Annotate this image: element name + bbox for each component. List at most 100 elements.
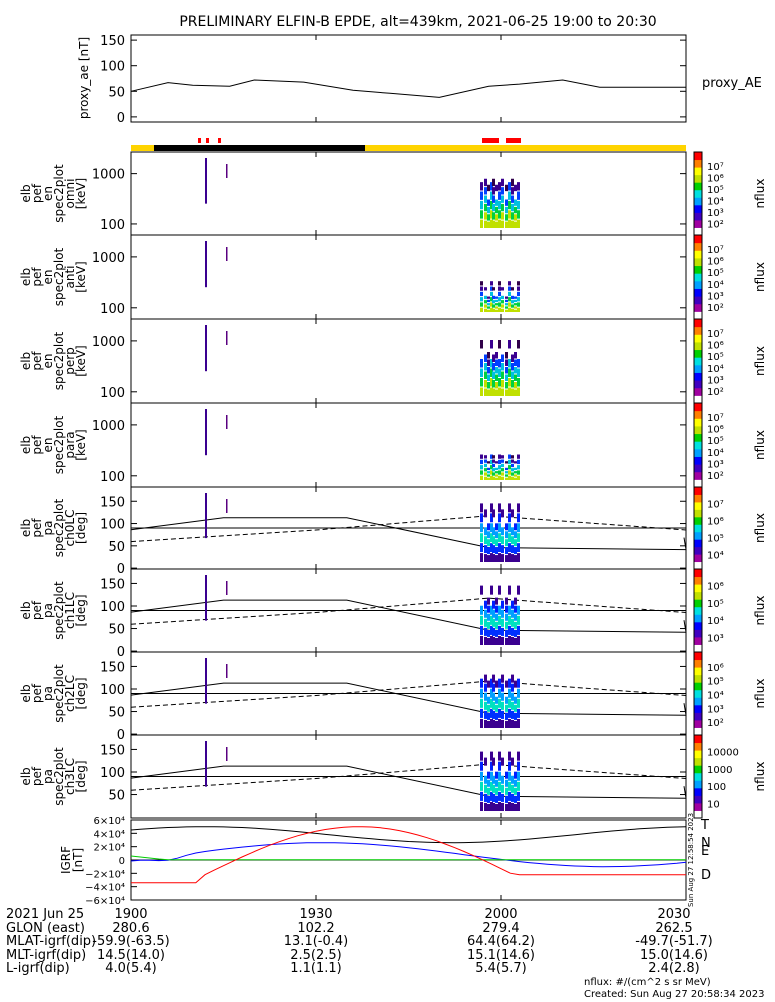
spectrogram-cell [498,200,501,210]
panel-ylabel-line: pa [41,686,55,701]
colorbar-tick-label: 10² [707,387,724,398]
spectrogram-cell [492,388,495,396]
spectrogram-cell [495,367,498,374]
colorbar-swatch [694,516,702,525]
spectrogram-cell [514,720,517,728]
footer-row-value: 4.0(5.4) [105,961,157,976]
spectrogram-cell [490,286,493,291]
spectrogram-cell [487,680,490,688]
spectrogram-frame-4 [130,402,687,488]
spectrogram-cell [490,200,493,210]
colorbar-tick-label: 100 [707,782,726,793]
spectrogram-cell [501,527,504,536]
spectrogram-cell [517,297,520,302]
loss-cone-line [130,765,687,799]
colorbar-tick-label: 10² [707,718,724,729]
colorbar-tick-label: 10⁶ [707,582,724,593]
spectrogram-cell [480,698,483,708]
spectrogram-cell [492,187,495,195]
spectrogram-cell [514,461,517,464]
spectrogram-cell [517,470,520,475]
igrf-ylabel-line: [nT] [71,848,85,872]
spectrogram-cell [511,472,514,476]
spectrogram-cell [514,471,517,474]
spectrogram-cell [487,803,490,811]
spectrogram-cell [495,629,498,637]
spectrogram-cell [480,454,483,459]
spectrogram-cell [508,698,511,708]
colorbar-7 [693,651,703,736]
colorbar-swatch [694,599,702,608]
spectrogram-cell [514,795,517,803]
panel-ylabel-line: elb [19,352,33,370]
spectrogram-cell [511,463,514,468]
spectrogram-cell [226,331,228,345]
spectrogram-cell [505,221,508,228]
spectrogram-cell [517,307,520,312]
spectrogram-cell [505,299,508,303]
spectrogram-cell [498,359,501,368]
spectrogram-cell [498,635,501,645]
panel-ylabel-line: [deg] [74,512,88,544]
y-tick-label: 50 [108,540,125,555]
spectrogram-cell [511,710,514,719]
spectrogram-cell [505,795,508,803]
spectrogram-cell [508,307,511,312]
spectrogram-cell [514,539,517,547]
spectrogram-cell [492,701,495,710]
spectrogram-cell [511,287,514,291]
spectrogram-cell [508,625,511,635]
colorbar-tick-label: 10⁵ [707,599,724,610]
colorbar-tick-label: 10⁴ [707,280,724,291]
colorbar-swatch [694,659,702,668]
panel-ylabel-line: pa [41,521,55,536]
spectrogram-cell [501,636,504,645]
spectrogram-cell [501,304,504,308]
footer-row-value: 2000 [484,907,518,922]
spectrogram-cell [517,286,520,291]
colorbar-swatch [694,265,702,274]
panel-ylabel-line: pef [30,267,44,287]
spectrogram-cell [480,678,483,688]
spectrogram-cell [511,354,514,362]
panel-ylabel-line: pef [30,600,44,620]
y-tick-label: 1000 [92,335,125,350]
spectrogram-cell [508,387,511,396]
spectrogram-cell [495,199,498,206]
spectrogram-cell [517,475,520,480]
spectrogram-frame-1 [130,151,687,236]
spectrogram-cell [484,287,487,291]
y-tick-label: 1000 [92,419,125,434]
anti-loss-cone-line [130,763,687,791]
spectrogram-cell [505,720,508,728]
spectrogram-cell [501,212,504,220]
spectrogram-cell [508,340,511,349]
spectrogram-cell [480,625,483,635]
spectrogram-cell [490,553,493,562]
spectrogram-cell [492,627,495,636]
spectrogram-marks-4 [205,409,520,480]
spectrogram-cell [498,210,501,219]
spectrogram-cell [517,635,520,645]
colorbar-tick-label: 10³ [707,292,724,303]
spectrogram-cell [492,609,495,618]
spectrogram-cell [480,543,483,553]
spectrogram-cell [508,465,511,470]
colorbar-tick-label: 10³ [707,208,724,219]
spectrogram-cell [508,605,511,615]
spectrogram-cell [492,459,495,463]
spectrogram-cell [480,708,483,718]
spectrogram-cell [480,801,483,811]
colorbar-tick-label: 10⁶ [707,663,724,674]
spectrogram-cell [490,182,493,191]
spectrogram-cell [498,297,501,302]
spectrogram-cell [480,605,483,615]
spectrogram-cell [498,688,501,698]
colorbar-swatch [694,174,702,183]
spectrogram-cell [490,368,493,377]
spectrogram-cell [484,509,487,518]
spectrogram-cell [514,477,517,480]
spectrogram-cell [487,795,490,803]
panel-ylabel-line: elb [19,436,33,454]
spectrogram-cell [501,363,504,371]
